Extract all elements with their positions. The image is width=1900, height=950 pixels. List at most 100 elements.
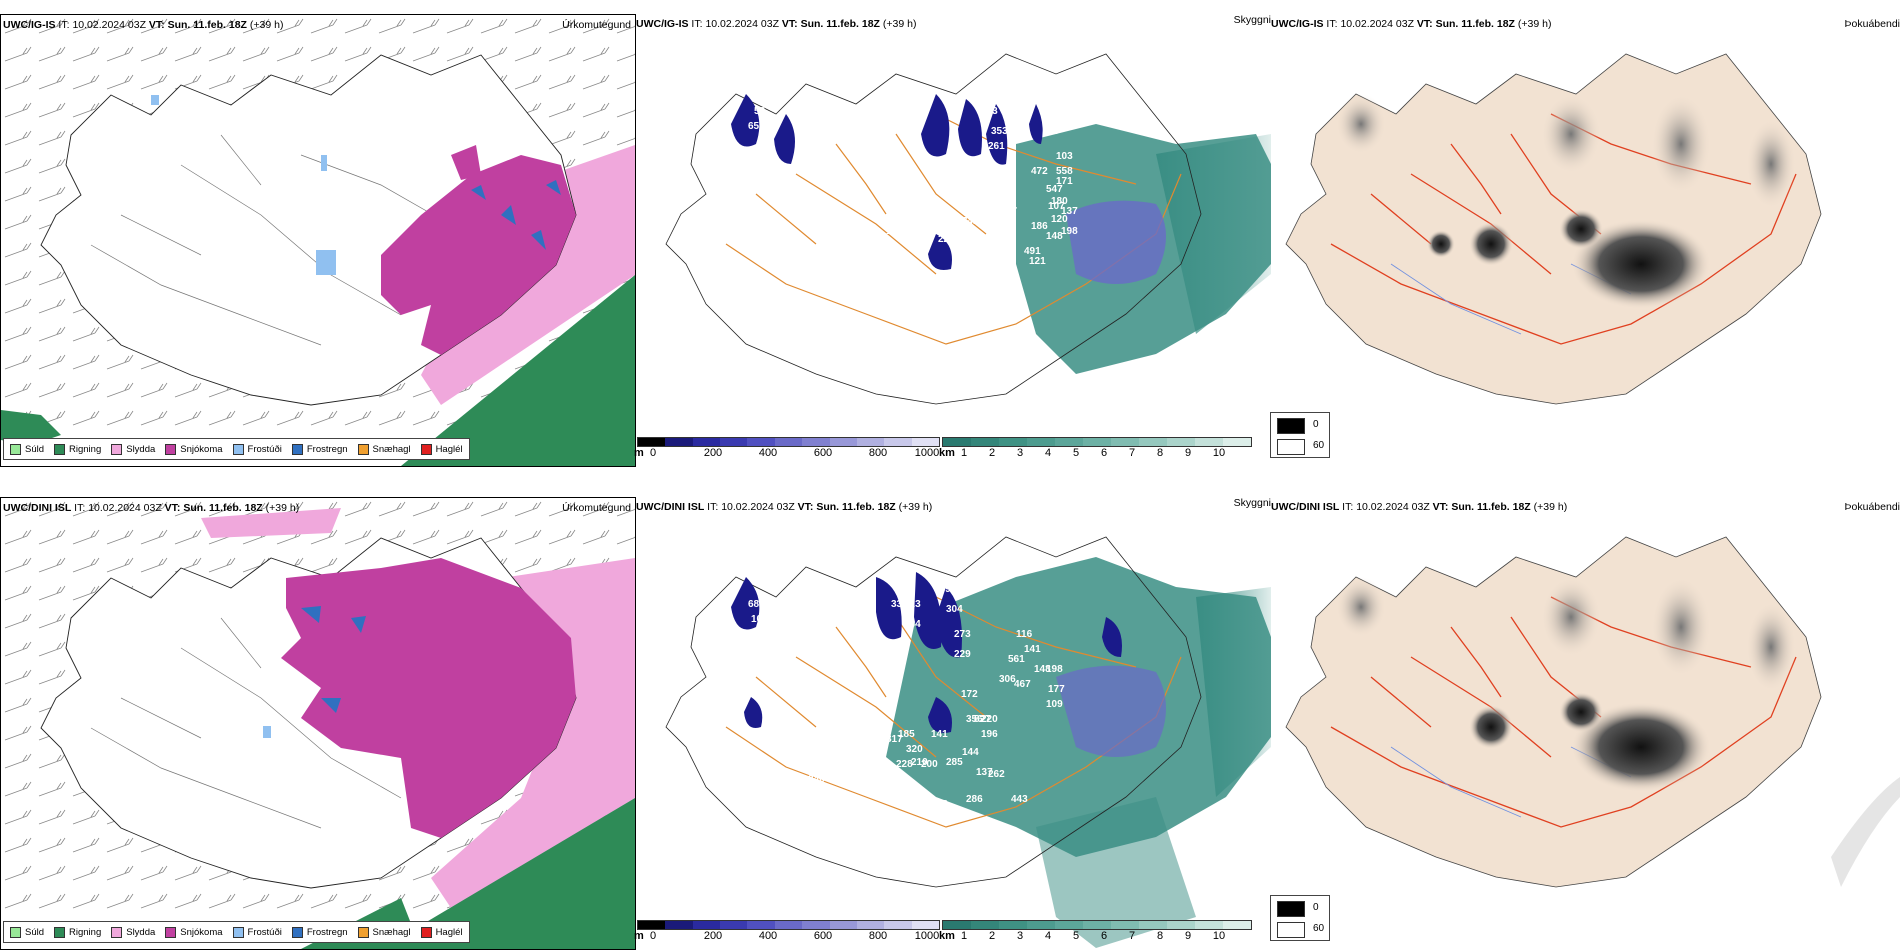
precip-legend: Súld Rigning Slydda Snjókoma Frostúði Fr…: [3, 438, 470, 460]
cloud-ceiling-label: 228: [896, 759, 913, 770]
cloud-ceiling-label: 137: [976, 767, 993, 778]
cloud-ceiling-label: 103: [1056, 151, 1073, 162]
visibility-tick: 3: [1016, 447, 1024, 459]
cloud-ceiling-label: 113: [966, 316, 983, 327]
legend-item: Rigning: [54, 926, 101, 938]
cloud-ceiling-label: 52: [754, 106, 766, 117]
legend-item: Rigning: [54, 443, 101, 455]
fog-panel-row1: UWC/IG-IS IT: 10.02.2024 03Z VT: Sun. 11…: [1271, 14, 1900, 465]
cloud-ceiling-label: 472: [1031, 166, 1048, 177]
cloud-title: Skyggni: [1233, 497, 1271, 509]
visibility-tick: 9: [1184, 447, 1192, 459]
precip-panel-row2: UWC/DINI ISL IT: 10.02.2024 03Z VT: Sun.…: [0, 497, 636, 950]
ceiling-tick: 0: [649, 930, 657, 942]
fog-title: Þokuábendi: [1844, 18, 1900, 30]
precip-title: Úrkomutegund: [562, 502, 631, 514]
cloud-ceiling-label: 131: [826, 176, 843, 187]
row1-fog-header: UWC/IG-IS IT: 10.02.2024 03Z VT: Sun. 11…: [1271, 18, 1552, 30]
cloud-ceiling-label: 85: [816, 629, 828, 640]
visibility-tick: 6: [1100, 447, 1108, 459]
cloud-ceiling-label: 356: [966, 714, 983, 725]
visibility-tick: 3: [1016, 930, 1024, 942]
cloud-ceiling-label: 141: [931, 729, 948, 740]
precip-title: Úrkomutegund: [562, 19, 631, 31]
legend-item: Snæhagl: [357, 443, 411, 455]
cloud-ceiling-label: 82: [814, 156, 826, 167]
cloud-ceiling-label: 547: [1046, 184, 1063, 195]
cloud-ceiling-label: 16: [846, 186, 858, 197]
precip-map: [1, 15, 635, 466]
cloud-ceiling-label: 226: [938, 234, 955, 245]
legend-item: Slydda: [111, 443, 155, 455]
row2-cloud-header: UWC/DINI ISL IT: 10.02.2024 03Z VT: Sun.…: [636, 501, 933, 513]
cloud-ceiling-label: 246: [808, 774, 825, 785]
cloud-ceiling-label: 116: [1016, 629, 1033, 640]
cloud-ceiling-label: 558: [1056, 166, 1073, 177]
cloud-ceiling-label: 65: [748, 121, 760, 132]
visibility-unit: km: [939, 447, 955, 459]
ceiling-tick: 1000: [914, 930, 940, 942]
legend-item: Snjókoma: [165, 926, 223, 938]
cloud-ceiling-label: 812: [996, 286, 1013, 297]
visibility-tick: 5: [1072, 930, 1080, 942]
row2-precip-header: UWC/DINI ISL IT: 10.02.2024 03Z VT: Sun.…: [3, 502, 300, 514]
cloud-ceiling-label: 196: [981, 729, 998, 740]
ceiling-bar: [637, 437, 940, 447]
legend-item: Súld: [10, 926, 44, 938]
visibility-tick: 10: [1212, 447, 1226, 459]
cloud-ceiling-label: 185: [898, 729, 915, 740]
cloud-ceiling-label: 220: [981, 714, 998, 725]
cloud-ceiling-label: 306: [999, 674, 1016, 685]
cloud-ceiling-label: 198: [1061, 226, 1078, 237]
fog-scale-legend: 0 60: [1270, 412, 1330, 458]
precip-legend: Súld Rigning Slydda Snjókoma Frostúði Fr…: [3, 921, 470, 943]
legend-item: Frostregn: [291, 443, 348, 455]
row1-cloud-header: UWC/IG-IS IT: 10.02.2024 03Z VT: Sun. 11…: [636, 18, 917, 30]
cloud-ceiling-label: 62: [802, 166, 814, 177]
cloud-ceiling-label: 101: [824, 754, 841, 765]
legend-item: Frostúði: [232, 926, 282, 938]
row1-precip-header: UWC/IG-IS IT: 10.02.2024 03Z VT: Sun. 11…: [3, 19, 284, 31]
cloud-ceiling-label: 768: [931, 799, 948, 810]
ceiling-tick: 600: [813, 447, 833, 459]
cloud-ceiling-label: 109: [751, 614, 768, 625]
ceiling-colorbar: m 0 200 400 600 800 1000: [634, 920, 940, 942]
ceiling-tick: 1000: [914, 447, 940, 459]
cloud-panel-row1: 52 65 168 50 82 62 131 313 353 261 80 558 103 472 547 1…: [634, 14, 1330, 465]
cloud-ceiling-label: 186: [1031, 221, 1048, 232]
legend-item: Frostúði: [232, 443, 282, 455]
cloud-ceiling-label: 158: [834, 657, 851, 668]
legend-item: Frostregn: [291, 926, 348, 938]
cloud-ceiling-label: 491: [1024, 246, 1041, 257]
cloud-ceiling-label: 286: [966, 794, 983, 805]
cloud-ceiling-label: 100: [781, 599, 798, 610]
cloud-ceiling-label: 171: [1056, 176, 1073, 187]
cloud-ceiling-label: 331: [891, 599, 908, 610]
cloud-ceiling-label: 210: [911, 757, 928, 768]
cloud-ceiling-label: 304: [946, 604, 963, 615]
cloud-ceiling-label: 999: [934, 584, 951, 595]
ceiling-tick: 200: [703, 447, 723, 459]
visibility-tick: 5: [1072, 447, 1080, 459]
cloud-ceiling-label: 264: [904, 619, 921, 630]
ceiling-tick: 800: [868, 930, 888, 942]
visibility-tick: 7: [1128, 930, 1136, 942]
fog-scale-legend: 0 60: [1270, 895, 1330, 941]
ceiling-unit: m: [634, 447, 644, 459]
visibility-unit: km: [939, 930, 955, 942]
cloud-ceiling-label: 313: [981, 106, 998, 117]
cloud-ceiling-label: 121: [1029, 256, 1046, 267]
fog-map: [1285, 536, 1900, 888]
cloud-ceiling-label: 443: [1011, 794, 1028, 805]
cloud-ceiling-label: 285: [946, 757, 963, 768]
cloud-ceiling-label: 817: [886, 734, 903, 745]
precip-panel-row1: UWC/IG-IS IT: 10.02.2024 03Z VT: Sun. 11…: [0, 14, 636, 467]
cloud-ceiling-label: 120: [811, 644, 828, 655]
ceiling-tick: 600: [813, 930, 833, 942]
cloud-ceiling-label: 198: [1046, 664, 1063, 675]
row2-fog-header: UWC/DINI ISL IT: 10.02.2024 03Z VT: Sun.…: [1271, 501, 1568, 513]
cloud-ceiling-label: 180: [1051, 196, 1068, 207]
visibility-bar: [942, 920, 1252, 930]
cloud-ceiling-label: 172: [961, 689, 978, 700]
cloud-ceiling-label: 120: [1051, 214, 1068, 225]
